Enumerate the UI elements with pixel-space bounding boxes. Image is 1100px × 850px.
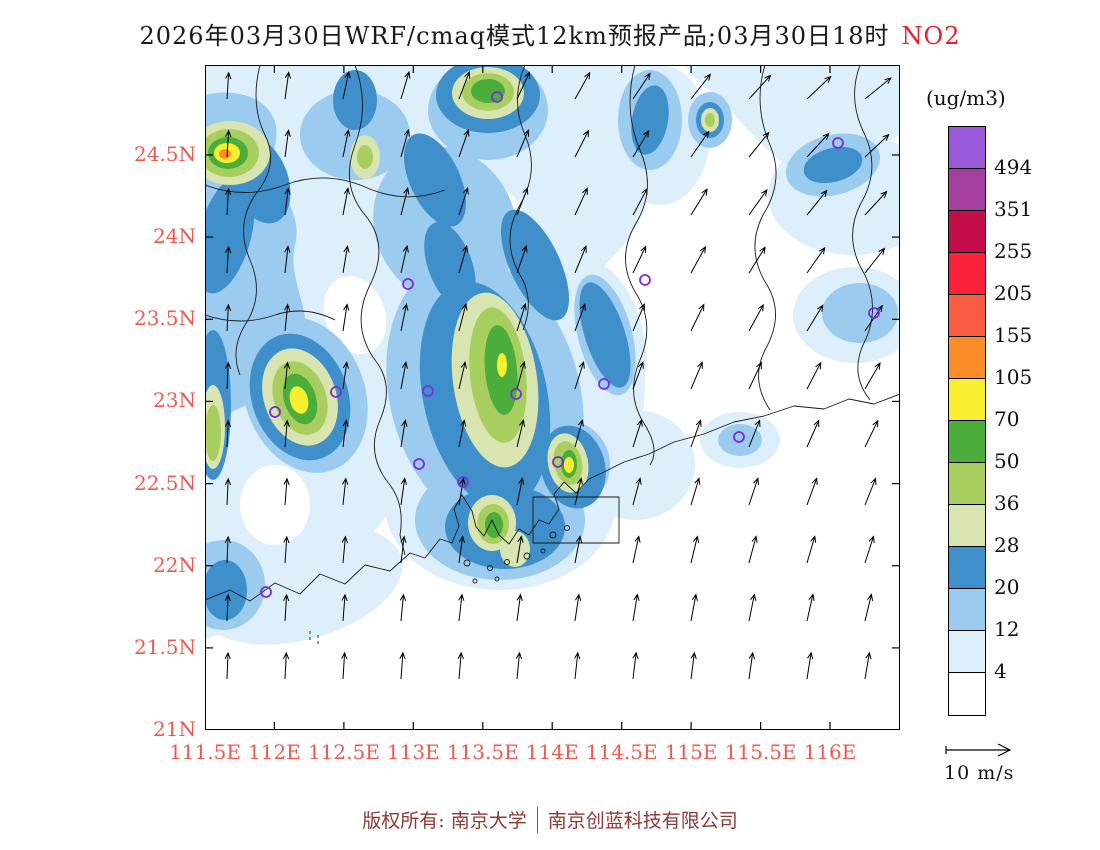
colorbar-segment	[949, 673, 985, 715]
station-marker	[639, 274, 651, 286]
colorbar-segment	[949, 295, 985, 337]
copyright-owner: 版权所有: 南京大学	[362, 810, 527, 832]
colorbar-segment	[949, 547, 985, 589]
wind-speed-label: 10 m/s	[944, 762, 1015, 784]
colorbar-tick-label: 105	[994, 365, 1033, 389]
map-canvas	[205, 65, 900, 730]
colorbar-segment	[949, 169, 985, 211]
colorbar-segment	[949, 631, 985, 673]
station-marker	[491, 91, 503, 103]
colorbar-segment	[949, 337, 985, 379]
lat-tick-label: 24.5N	[133, 142, 196, 166]
colorbar-tick-label: 36	[994, 491, 1020, 515]
station-marker	[402, 278, 414, 290]
station-marker	[510, 388, 522, 400]
colorbar-tick-label: 494	[994, 155, 1033, 179]
station-marker	[330, 386, 342, 398]
colorbar-tick-label: 20	[994, 575, 1020, 599]
lat-tick-label: 22.5N	[133, 470, 196, 495]
copyright-footer: 版权所有: 南京大学 南京创蓝科技有限公司	[0, 806, 1100, 833]
colorbar-segment	[949, 589, 985, 631]
station-marker	[457, 476, 469, 488]
station-markers	[260, 91, 880, 598]
station-marker	[260, 586, 272, 598]
title-text: 2026年03月30日WRF/cmaq模式12km预报产品;03月30日18时	[139, 22, 890, 50]
lon-tick-label: 112E	[248, 740, 301, 764]
colorbar-tick-label: 155	[994, 323, 1033, 347]
lat-tick-label: 21N	[153, 717, 196, 741]
concentration-field	[205, 65, 900, 645]
colorbar-segment	[949, 505, 985, 547]
colorbar-tick-label: 351	[994, 197, 1033, 221]
colorbar-segment	[949, 127, 985, 169]
lon-tick-label: 112.5E	[307, 740, 380, 764]
colorbar-tick-label: 4	[994, 659, 1007, 683]
lat-tick-label: 24N	[153, 224, 196, 249]
axis-tick-marks	[205, 65, 900, 730]
station-marker	[552, 456, 564, 468]
colorbar-tick-label: 12	[994, 617, 1020, 641]
reference-arrow-icon	[945, 743, 1012, 757]
lon-tick-label: 113E	[386, 740, 440, 764]
lon-tick-label: 111.5E	[169, 740, 241, 764]
map-frame	[205, 65, 900, 730]
lon-tick-label: 115E	[664, 740, 718, 764]
lat-tick-label: 23N	[153, 388, 196, 413]
colorbar-tick-label: 70	[994, 407, 1020, 431]
lat-tick-label: 21.5N	[133, 634, 196, 659]
colorbar-tick-label: 50	[994, 449, 1020, 473]
station-marker	[733, 431, 745, 443]
station-marker	[422, 385, 434, 397]
colorbar-tick-label: 255	[994, 239, 1033, 263]
colorbar-segment	[949, 253, 985, 295]
map-plot	[205, 65, 900, 730]
species-label: NO2	[901, 22, 961, 50]
wind-vector-field	[224, 70, 892, 680]
lat-tick-label: 23.5N	[133, 306, 196, 331]
focus-region-box	[532, 496, 620, 544]
station-marker	[269, 406, 281, 418]
lon-tick-label: 113.5E	[446, 740, 519, 764]
lon-tick-label: 114.5E	[585, 740, 658, 764]
lon-tick-label: 114E	[525, 740, 579, 764]
colorbar-tick-label: 205	[994, 281, 1033, 305]
copyright-company: 南京创蓝科技有限公司	[547, 810, 738, 832]
colorbar-segment	[949, 211, 985, 253]
wind-speed-legend: 10 m/s	[944, 740, 1034, 784]
station-marker	[413, 458, 425, 470]
station-marker	[598, 378, 610, 390]
station-marker	[868, 307, 880, 319]
page-title: 2026年03月30日WRF/cmaq模式12km预报产品;03月30日18时 N…	[0, 16, 1100, 51]
colorbar-unit-label: (ug/m3)	[926, 86, 1006, 110]
coastline-and-boundaries	[205, 65, 900, 644]
colorbar	[948, 126, 986, 716]
lon-tick-label: 116E	[803, 740, 857, 764]
station-marker	[832, 137, 844, 149]
colorbar-segment	[949, 421, 985, 463]
lat-tick-label: 22N	[153, 552, 196, 577]
lon-tick-label: 115.5E	[724, 740, 797, 764]
colorbar-tick-label: 28	[994, 533, 1020, 557]
footer-divider	[536, 806, 538, 833]
colorbar-segment	[949, 463, 985, 505]
colorbar-segment	[949, 379, 985, 421]
